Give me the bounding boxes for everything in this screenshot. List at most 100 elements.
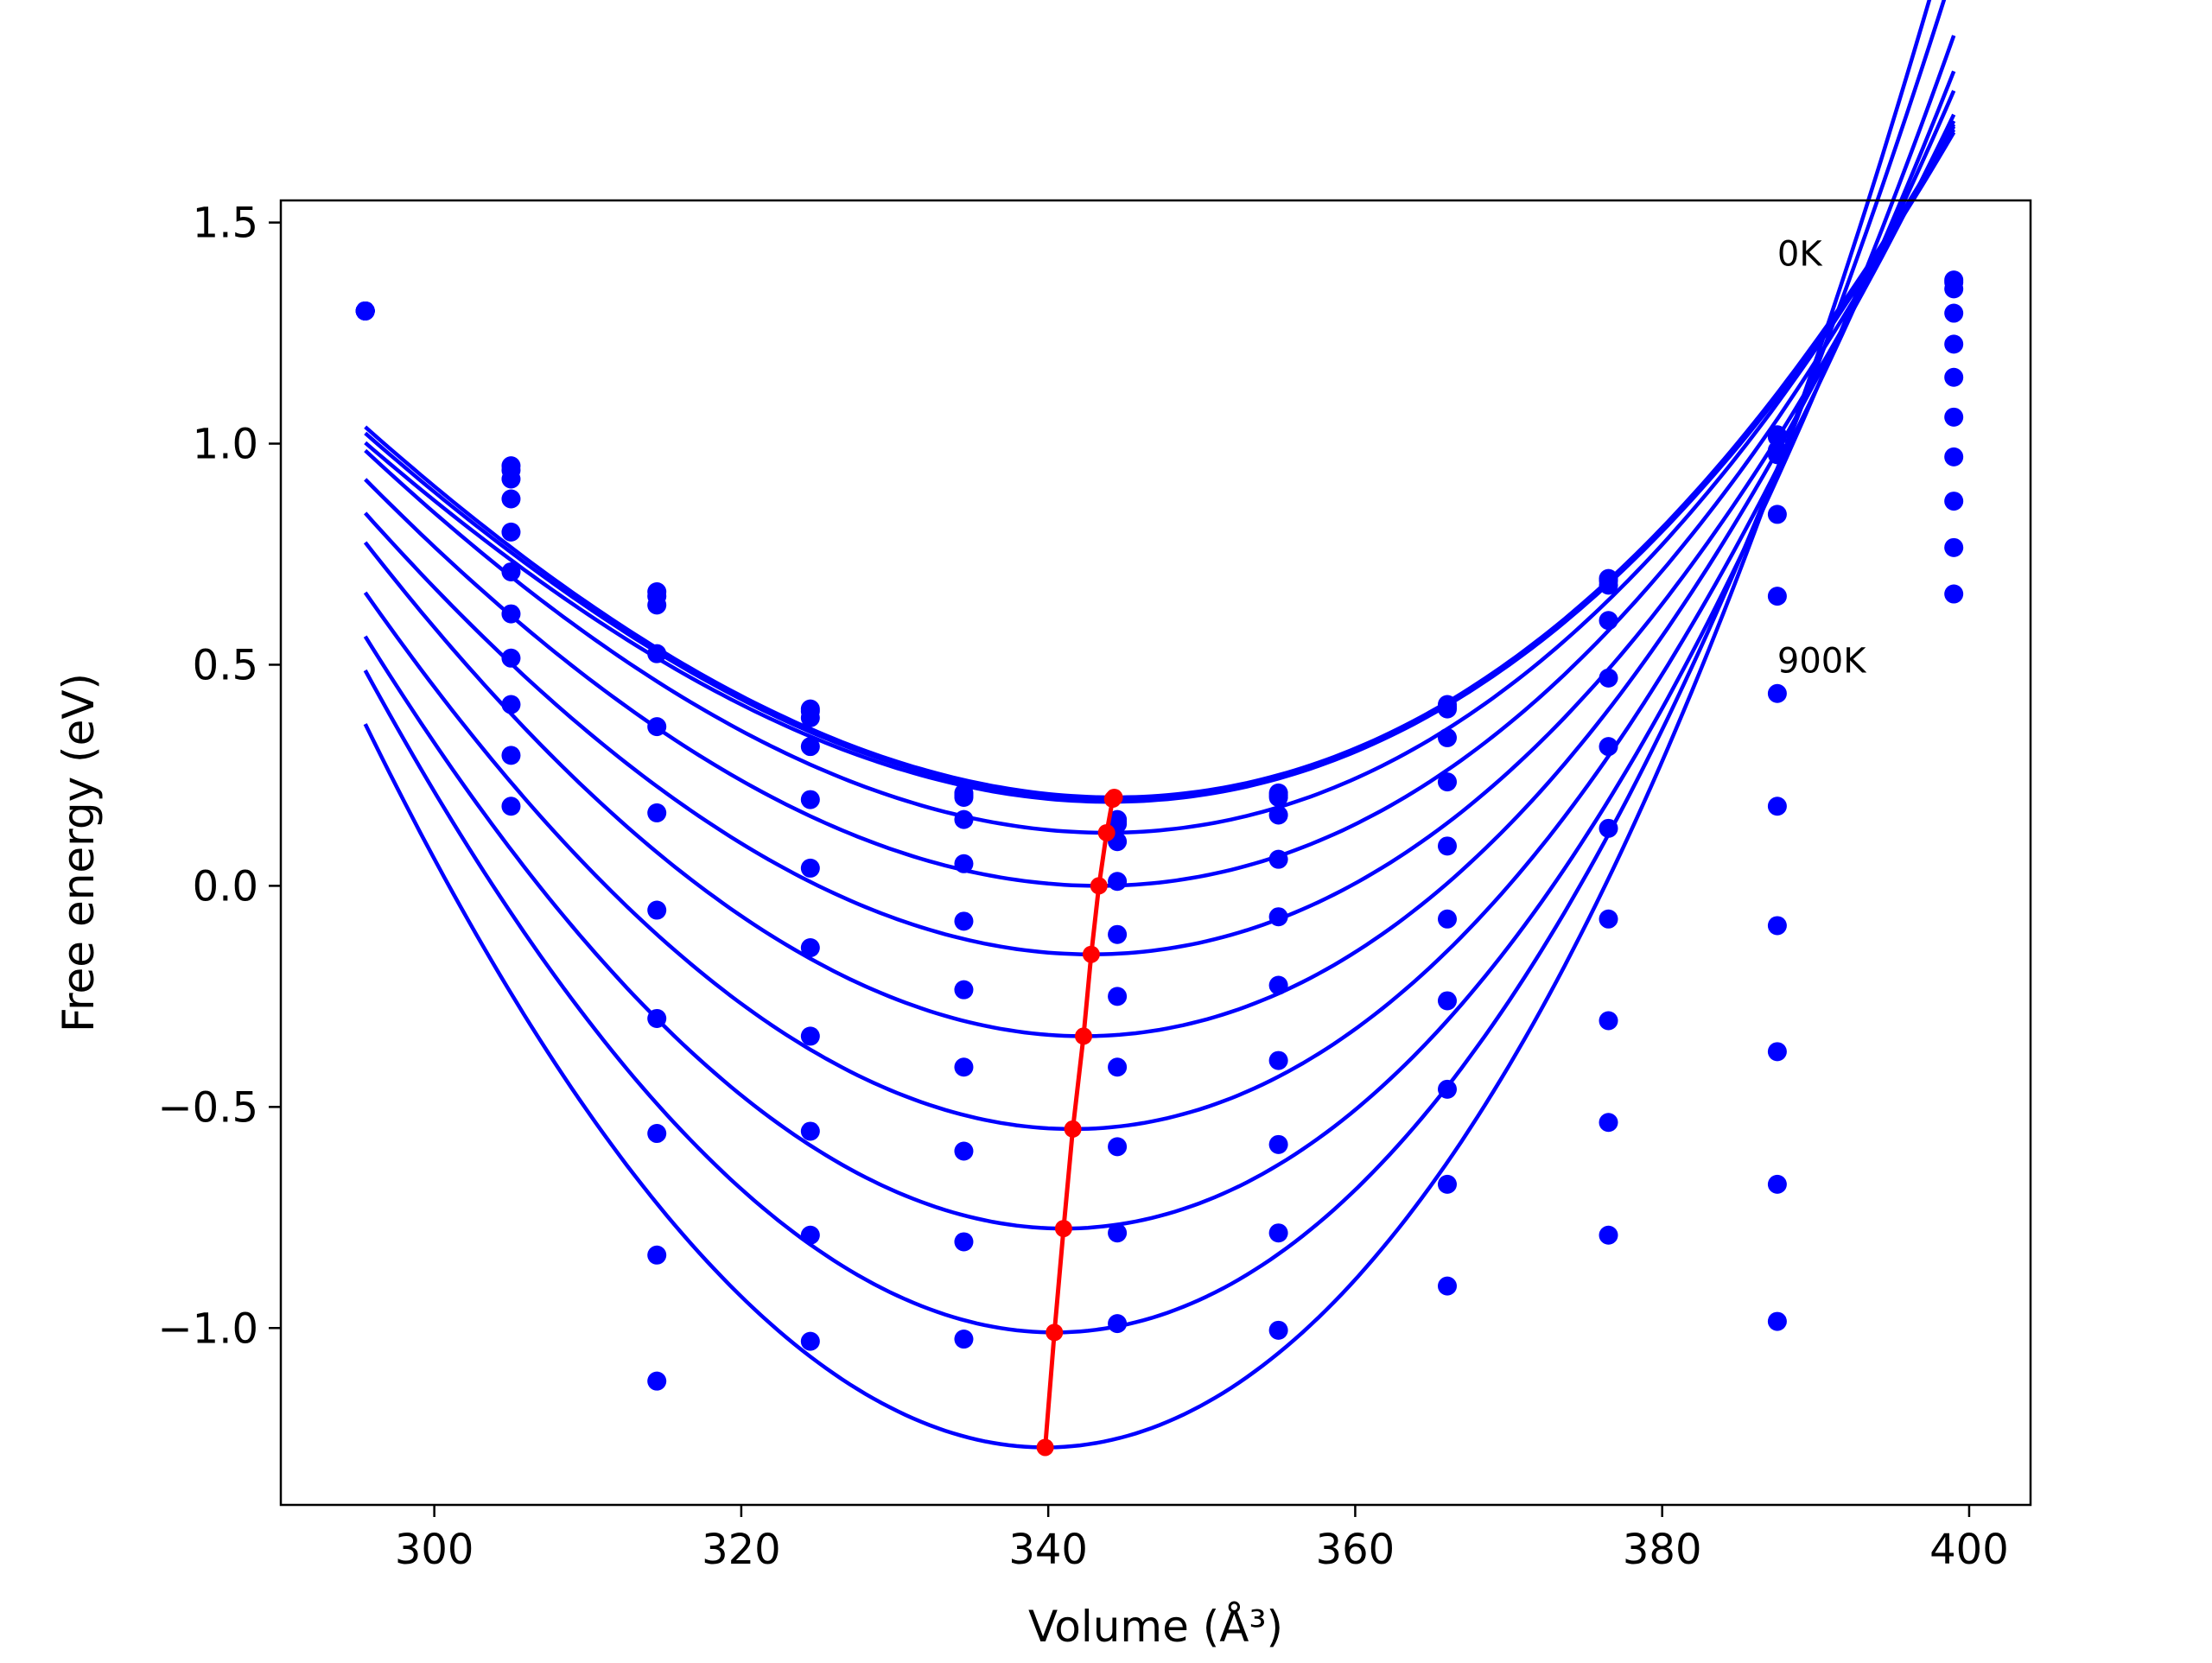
plot-frame bbox=[279, 199, 2032, 1507]
data-point-s8-3 bbox=[800, 1121, 820, 1141]
data-point-s4-2 bbox=[647, 717, 667, 737]
data-point-s8-10 bbox=[1944, 492, 1964, 511]
y-tick-label-4: −0.5 bbox=[157, 1083, 258, 1132]
fit-curve-6 bbox=[363, 90, 1956, 1038]
data-point-s6-9 bbox=[1767, 683, 1787, 703]
data-point-s7-4 bbox=[954, 1057, 974, 1077]
data-point-s3-7 bbox=[1438, 727, 1457, 747]
data-point-s7-5 bbox=[1108, 1057, 1128, 1077]
data-point-s6-3 bbox=[800, 938, 820, 958]
data-point-s3-6 bbox=[1268, 805, 1288, 825]
data-point-s6-1 bbox=[501, 604, 521, 624]
data-point-s6-10 bbox=[1944, 407, 1964, 427]
data-point-s4-5 bbox=[1108, 872, 1128, 892]
data-point-s10-3 bbox=[800, 1331, 820, 1351]
minimum-point-1 bbox=[1103, 790, 1122, 809]
y-tick-label-2: 0.5 bbox=[193, 641, 258, 689]
data-point-s4-10 bbox=[1944, 334, 1964, 354]
data-point-s4-9 bbox=[1767, 505, 1787, 524]
data-point-s5-9 bbox=[1767, 587, 1787, 606]
data-point-s9-1 bbox=[501, 746, 521, 765]
data-point-s8-2 bbox=[647, 1124, 667, 1144]
data-point-s7-8 bbox=[1599, 909, 1618, 929]
data-point-s10-8 bbox=[1599, 1225, 1618, 1245]
data-point-s4-6 bbox=[1268, 849, 1288, 869]
data-point-s7-9 bbox=[1767, 797, 1787, 816]
fit-curve-0 bbox=[364, 125, 1956, 800]
x-tick-label-5: 400 bbox=[1929, 1526, 2009, 1574]
y-axis-label: Free energy (eV) bbox=[54, 673, 104, 1032]
data-point-s5-5 bbox=[1108, 924, 1128, 944]
data-point-s8-6 bbox=[1268, 1134, 1288, 1154]
data-point-s5-4 bbox=[954, 911, 974, 931]
data-point-s7-10 bbox=[1944, 447, 1964, 467]
x-axis-label: Volume (Å³) bbox=[1028, 1602, 1283, 1652]
data-point-s2-3 bbox=[800, 708, 820, 727]
minimum-point-4 bbox=[1082, 945, 1100, 963]
fit-curve-8 bbox=[363, 35, 1956, 1231]
data-point-s10-4 bbox=[954, 1330, 974, 1349]
data-point-s4-7 bbox=[1438, 772, 1457, 792]
y-tick-label-0: 1.5 bbox=[193, 200, 258, 248]
data-point-s9-8 bbox=[1599, 1113, 1618, 1133]
data-point-s2-7 bbox=[1438, 699, 1457, 719]
data-point-s10-9 bbox=[1767, 1174, 1787, 1194]
data-point-s5-6 bbox=[1268, 907, 1288, 927]
annotation-0k: 0K bbox=[1777, 234, 1823, 274]
x-tick-label-3: 360 bbox=[1316, 1526, 1395, 1574]
data-point-s8-4 bbox=[954, 1141, 974, 1161]
data-point-s9-4 bbox=[954, 1232, 974, 1252]
data-point-s4-3 bbox=[800, 790, 820, 809]
data-point-s6-8 bbox=[1599, 818, 1618, 838]
data-point-s5-7 bbox=[1438, 836, 1457, 856]
data-point-s2-4 bbox=[954, 788, 974, 808]
data-point-s10-5 bbox=[1108, 1314, 1128, 1334]
data-point-s3-10 bbox=[1944, 303, 1964, 323]
data-point-s3-4 bbox=[954, 809, 974, 829]
minimum-point-5 bbox=[1075, 1027, 1093, 1045]
data-point-s10-1 bbox=[501, 797, 521, 816]
data-point-s5-8 bbox=[1599, 737, 1618, 757]
data-point-s4-1 bbox=[501, 522, 521, 542]
y-tick-label-1: 1.0 bbox=[193, 421, 258, 469]
minimum-point-9 bbox=[1036, 1438, 1054, 1457]
data-point-s5-3 bbox=[800, 858, 820, 878]
data-point-s4-8 bbox=[1599, 668, 1618, 688]
fit-curve-4 bbox=[364, 119, 1956, 888]
x-tick-label-0: 300 bbox=[395, 1526, 474, 1574]
data-point-s6-2 bbox=[647, 900, 667, 920]
data-point-s8-5 bbox=[1108, 1137, 1128, 1157]
data-point-s9-3 bbox=[800, 1225, 820, 1245]
data-point-s6-5 bbox=[1108, 987, 1128, 1006]
data-point-s8-9 bbox=[1767, 916, 1787, 936]
fit-curve-1 bbox=[364, 128, 1956, 802]
fit-curve-9 bbox=[363, 0, 1947, 1335]
data-point-s3-1 bbox=[501, 489, 521, 509]
minima-line bbox=[1043, 796, 1116, 1448]
x-tick-label-4: 380 bbox=[1623, 1526, 1702, 1574]
x-tick-label-2: 340 bbox=[1008, 1526, 1088, 1574]
data-point-s2-2 bbox=[647, 595, 667, 615]
data-point-s10-10 bbox=[1944, 584, 1964, 604]
data-point-s9-6 bbox=[1268, 1223, 1288, 1243]
minimum-point-3 bbox=[1090, 877, 1108, 895]
data-point-s10-7 bbox=[1438, 1276, 1457, 1296]
data-point-s10-0 bbox=[355, 301, 375, 321]
x-tick-label-1: 320 bbox=[702, 1526, 781, 1574]
data-point-s7-6 bbox=[1268, 1050, 1288, 1070]
fit-curve-2 bbox=[364, 131, 1956, 804]
data-point-s9-9 bbox=[1767, 1042, 1787, 1062]
data-point-s2-8 bbox=[1599, 575, 1618, 595]
data-point-s7-1 bbox=[501, 648, 521, 668]
minimum-point-6 bbox=[1064, 1120, 1082, 1138]
data-point-s3-3 bbox=[800, 737, 820, 757]
fit-curve-7 bbox=[363, 70, 1956, 1132]
data-point-s9-2 bbox=[647, 1245, 667, 1265]
data-point-s7-7 bbox=[1438, 991, 1457, 1011]
data-point-s5-2 bbox=[647, 803, 667, 822]
data-point-extra-0 bbox=[1767, 1311, 1787, 1331]
data-point-s4-4 bbox=[954, 854, 974, 873]
data-point-s6-7 bbox=[1438, 909, 1457, 929]
data-point-s9-7 bbox=[1438, 1174, 1457, 1194]
